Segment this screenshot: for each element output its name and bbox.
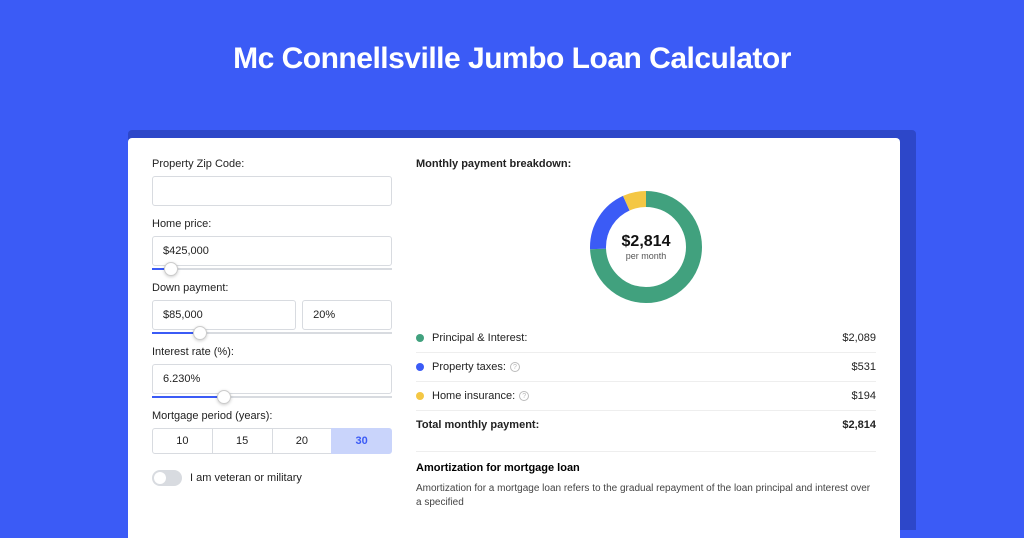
veteran-toggle[interactable]	[152, 470, 182, 486]
calculator-card: Property Zip Code: Home price: Down paym…	[128, 138, 900, 538]
period-btn-15[interactable]: 15	[212, 428, 273, 454]
breakdown-value: $531	[852, 361, 876, 373]
breakdown-value: $2,089	[842, 332, 876, 344]
donut-amount: $2,814	[622, 233, 671, 251]
breakdown-row: Property taxes:? $531	[416, 352, 876, 381]
payment-donut: $2,814 per month	[585, 186, 707, 308]
slider-thumb[interactable]	[193, 326, 207, 340]
donut-wrap: $2,814 per month	[416, 180, 876, 324]
breakdown-rows: Principal & Interest: $2,089 Property taxe…	[416, 324, 876, 410]
legend-dot	[416, 334, 424, 342]
period-btn-10[interactable]: 10	[152, 428, 213, 454]
mortgage-period-field: Mortgage period (years): 10152030	[152, 410, 392, 454]
breakdown-title: Monthly payment breakdown:	[416, 158, 876, 170]
down-payment-pct-input[interactable]	[302, 300, 392, 330]
breakdown-label: Home insurance:	[432, 390, 515, 402]
home-price-field: Home price:	[152, 218, 392, 270]
breakdown-row: Principal & Interest: $2,089	[416, 324, 876, 352]
zip-label: Property Zip Code:	[152, 158, 392, 170]
amortization-text: Amortization for a mortgage loan refers …	[416, 482, 876, 510]
slider-fill	[152, 396, 224, 398]
interest-rate-slider[interactable]	[152, 396, 392, 398]
veteran-toggle-row: I am veteran or military	[152, 470, 392, 486]
down-payment-slider[interactable]	[152, 332, 392, 334]
mortgage-period-buttons: 10152030	[152, 428, 392, 454]
info-icon[interactable]: ?	[519, 391, 529, 401]
breakdown-value: $194	[852, 390, 876, 402]
donut-sub: per month	[626, 251, 667, 261]
page-title: Mc Connellsville Jumbo Loan Calculator	[0, 0, 1024, 104]
breakdown-row: Home insurance:? $194	[416, 381, 876, 410]
donut-center: $2,814 per month	[585, 186, 707, 308]
interest-rate-label: Interest rate (%):	[152, 346, 392, 358]
slider-thumb[interactable]	[217, 390, 231, 404]
total-label: Total monthly payment:	[416, 419, 539, 431]
toggle-knob	[154, 472, 166, 484]
down-payment-label: Down payment:	[152, 282, 392, 294]
down-payment-field: Down payment:	[152, 282, 392, 334]
breakdown-label: Property taxes:	[432, 361, 506, 373]
period-btn-30[interactable]: 30	[331, 428, 392, 454]
period-btn-20[interactable]: 20	[272, 428, 333, 454]
breakdown-label: Principal & Interest:	[432, 332, 527, 344]
down-payment-amount-input[interactable]	[152, 300, 296, 330]
amort-divider	[416, 451, 876, 452]
home-price-label: Home price:	[152, 218, 392, 230]
form-column: Property Zip Code: Home price: Down paym…	[152, 158, 392, 538]
interest-rate-field: Interest rate (%):	[152, 346, 392, 398]
veteran-label: I am veteran or military	[190, 472, 302, 484]
home-price-input[interactable]	[152, 236, 392, 266]
total-value: $2,814	[842, 419, 876, 431]
slider-thumb[interactable]	[164, 262, 178, 276]
legend-dot	[416, 363, 424, 371]
legend-dot	[416, 392, 424, 400]
breakdown-column: Monthly payment breakdown: $2,814 per mo…	[416, 158, 876, 538]
mortgage-period-label: Mortgage period (years):	[152, 410, 392, 422]
zip-field: Property Zip Code:	[152, 158, 392, 206]
zip-input[interactable]	[152, 176, 392, 206]
amortization-title: Amortization for mortgage loan	[416, 462, 876, 474]
interest-rate-input[interactable]	[152, 364, 392, 394]
info-icon[interactable]: ?	[510, 362, 520, 372]
total-row: Total monthly payment: $2,814	[416, 410, 876, 439]
home-price-slider[interactable]	[152, 268, 392, 270]
